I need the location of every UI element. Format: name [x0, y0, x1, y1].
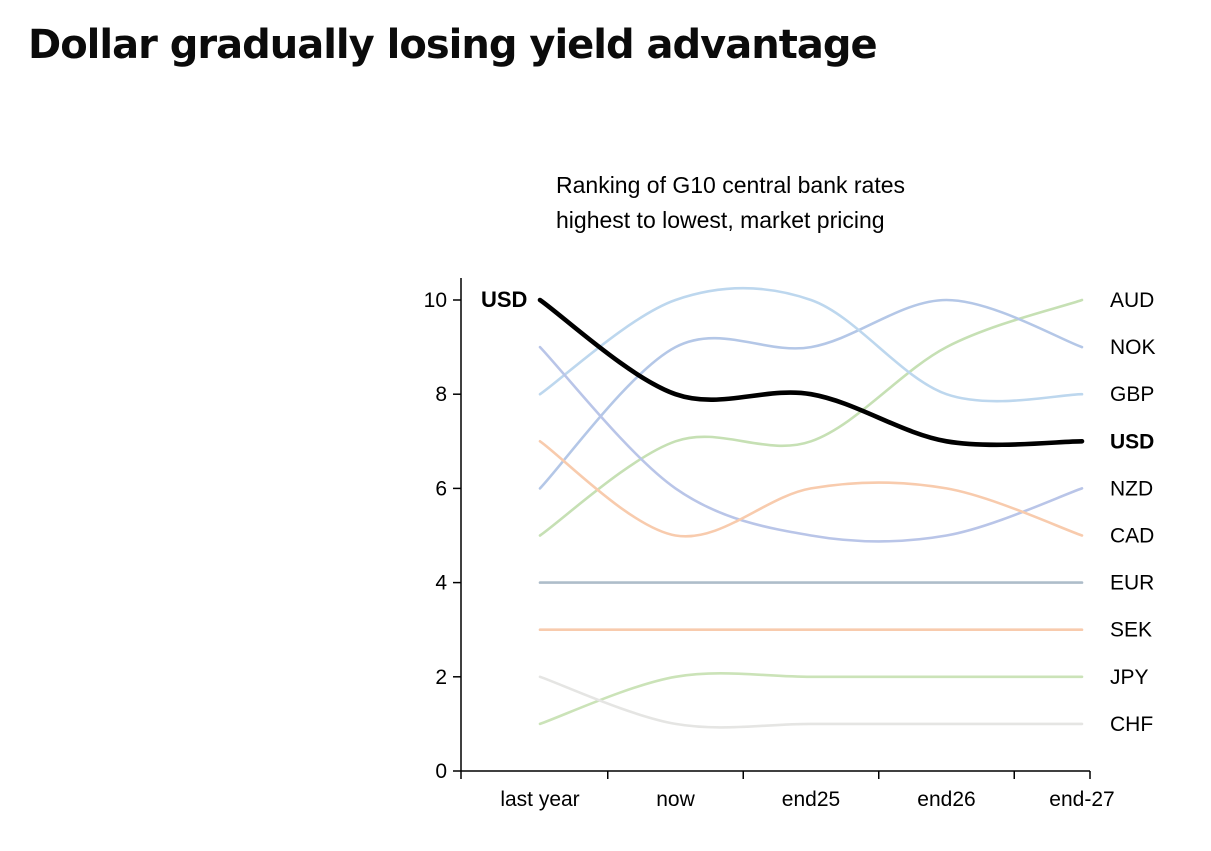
- series-line-aud: [538, 298, 1084, 537]
- series-line-chf: [538, 675, 1084, 729]
- y-tick-label: 6: [435, 477, 447, 500]
- series-label-right-chf: CHF: [1110, 713, 1153, 736]
- y-tick-label: 0: [435, 760, 447, 783]
- series-line-cad: [538, 440, 1084, 538]
- series-line-nzd: [538, 345, 1084, 543]
- x-tick-label: end26: [917, 788, 975, 811]
- series-line-usd: [537, 297, 1085, 448]
- series-label-right-aud: AUD: [1110, 289, 1154, 312]
- x-tick-label: last year: [500, 788, 579, 811]
- series-label-right-usd: USD: [1110, 430, 1154, 453]
- series-label-right-nok: NOK: [1110, 336, 1156, 359]
- y-tick-label: 10: [424, 289, 447, 312]
- series-label-right-nzd: NZD: [1110, 477, 1153, 500]
- series-label-left-usd: USD: [481, 287, 527, 312]
- chart-subtitle-line-2: highest to lowest, market pricing: [556, 207, 885, 233]
- x-tick-label: end-27: [1049, 788, 1114, 811]
- series-label-right-jpy: JPY: [1110, 666, 1149, 689]
- x-tick-label: end25: [782, 788, 840, 811]
- y-tick-label: 2: [435, 666, 447, 689]
- series-line-jpy: [538, 672, 1084, 726]
- y-tick-label: 4: [435, 572, 447, 595]
- series-label-right-sek: SEK: [1110, 619, 1152, 642]
- chart-subtitle-line-1: Ranking of G10 central bank rates: [556, 172, 906, 198]
- series-line-nok: [538, 298, 1084, 490]
- page-title: Dollar gradually losing yield advantage: [28, 22, 878, 68]
- series-line-gbp: [538, 286, 1084, 403]
- series-label-right-cad: CAD: [1110, 525, 1154, 548]
- chart-subtitle: Ranking of G10 central bank rates highes…: [556, 168, 905, 238]
- y-tick-label: 8: [435, 383, 447, 406]
- series-label-right-eur: EUR: [1110, 572, 1154, 595]
- x-tick-label: now: [656, 788, 695, 811]
- series-label-right-gbp: GBP: [1110, 383, 1154, 406]
